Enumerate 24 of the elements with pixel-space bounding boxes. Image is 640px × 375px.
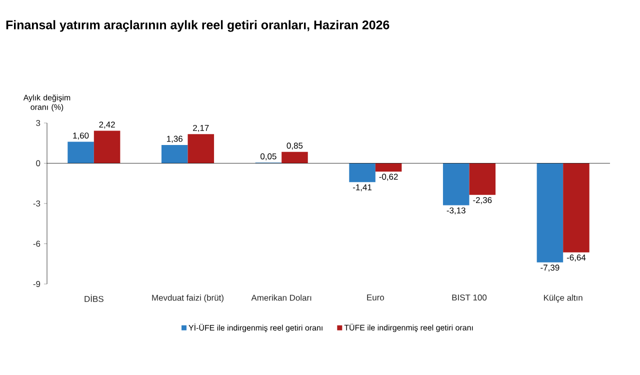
y-tick-label: -3: [33, 200, 40, 206]
data-label: -6,64: [566, 254, 586, 262]
x-tick-label: BIST 100: [452, 294, 487, 301]
y-tick-label: 0: [36, 160, 40, 166]
data-label: 0,85: [286, 142, 303, 150]
y-tick-label: 3: [36, 120, 40, 126]
data-label: -1,41: [353, 184, 372, 192]
data-label: 2,42: [99, 122, 115, 129]
x-tick-label: DİBS: [84, 294, 104, 302]
data-label: -3,13: [446, 207, 466, 214]
data-label: 1,60: [73, 132, 89, 140]
data-label: 0,05: [260, 153, 276, 160]
y-tick-label: -9: [33, 281, 40, 287]
x-tick-label: Mevduat faizi (brüt): [152, 294, 224, 302]
x-tick-label: Külçe altın: [544, 294, 582, 302]
data-label: -2,36: [473, 197, 492, 204]
x-tick-label: Amerikan Doları: [251, 294, 312, 301]
data-label: -0,62: [379, 174, 398, 181]
x-tick-label: Euro: [367, 294, 384, 300]
data-label: 2,17: [193, 124, 209, 132]
y-tick-label: -6: [33, 240, 40, 247]
chart-title: Finansal yatırım araçlarının aylık reel getiri oranları, Haziran 2026: [6, 20, 390, 32]
data-label: -7,39: [540, 264, 560, 272]
data-label: 1,36: [167, 136, 182, 143]
